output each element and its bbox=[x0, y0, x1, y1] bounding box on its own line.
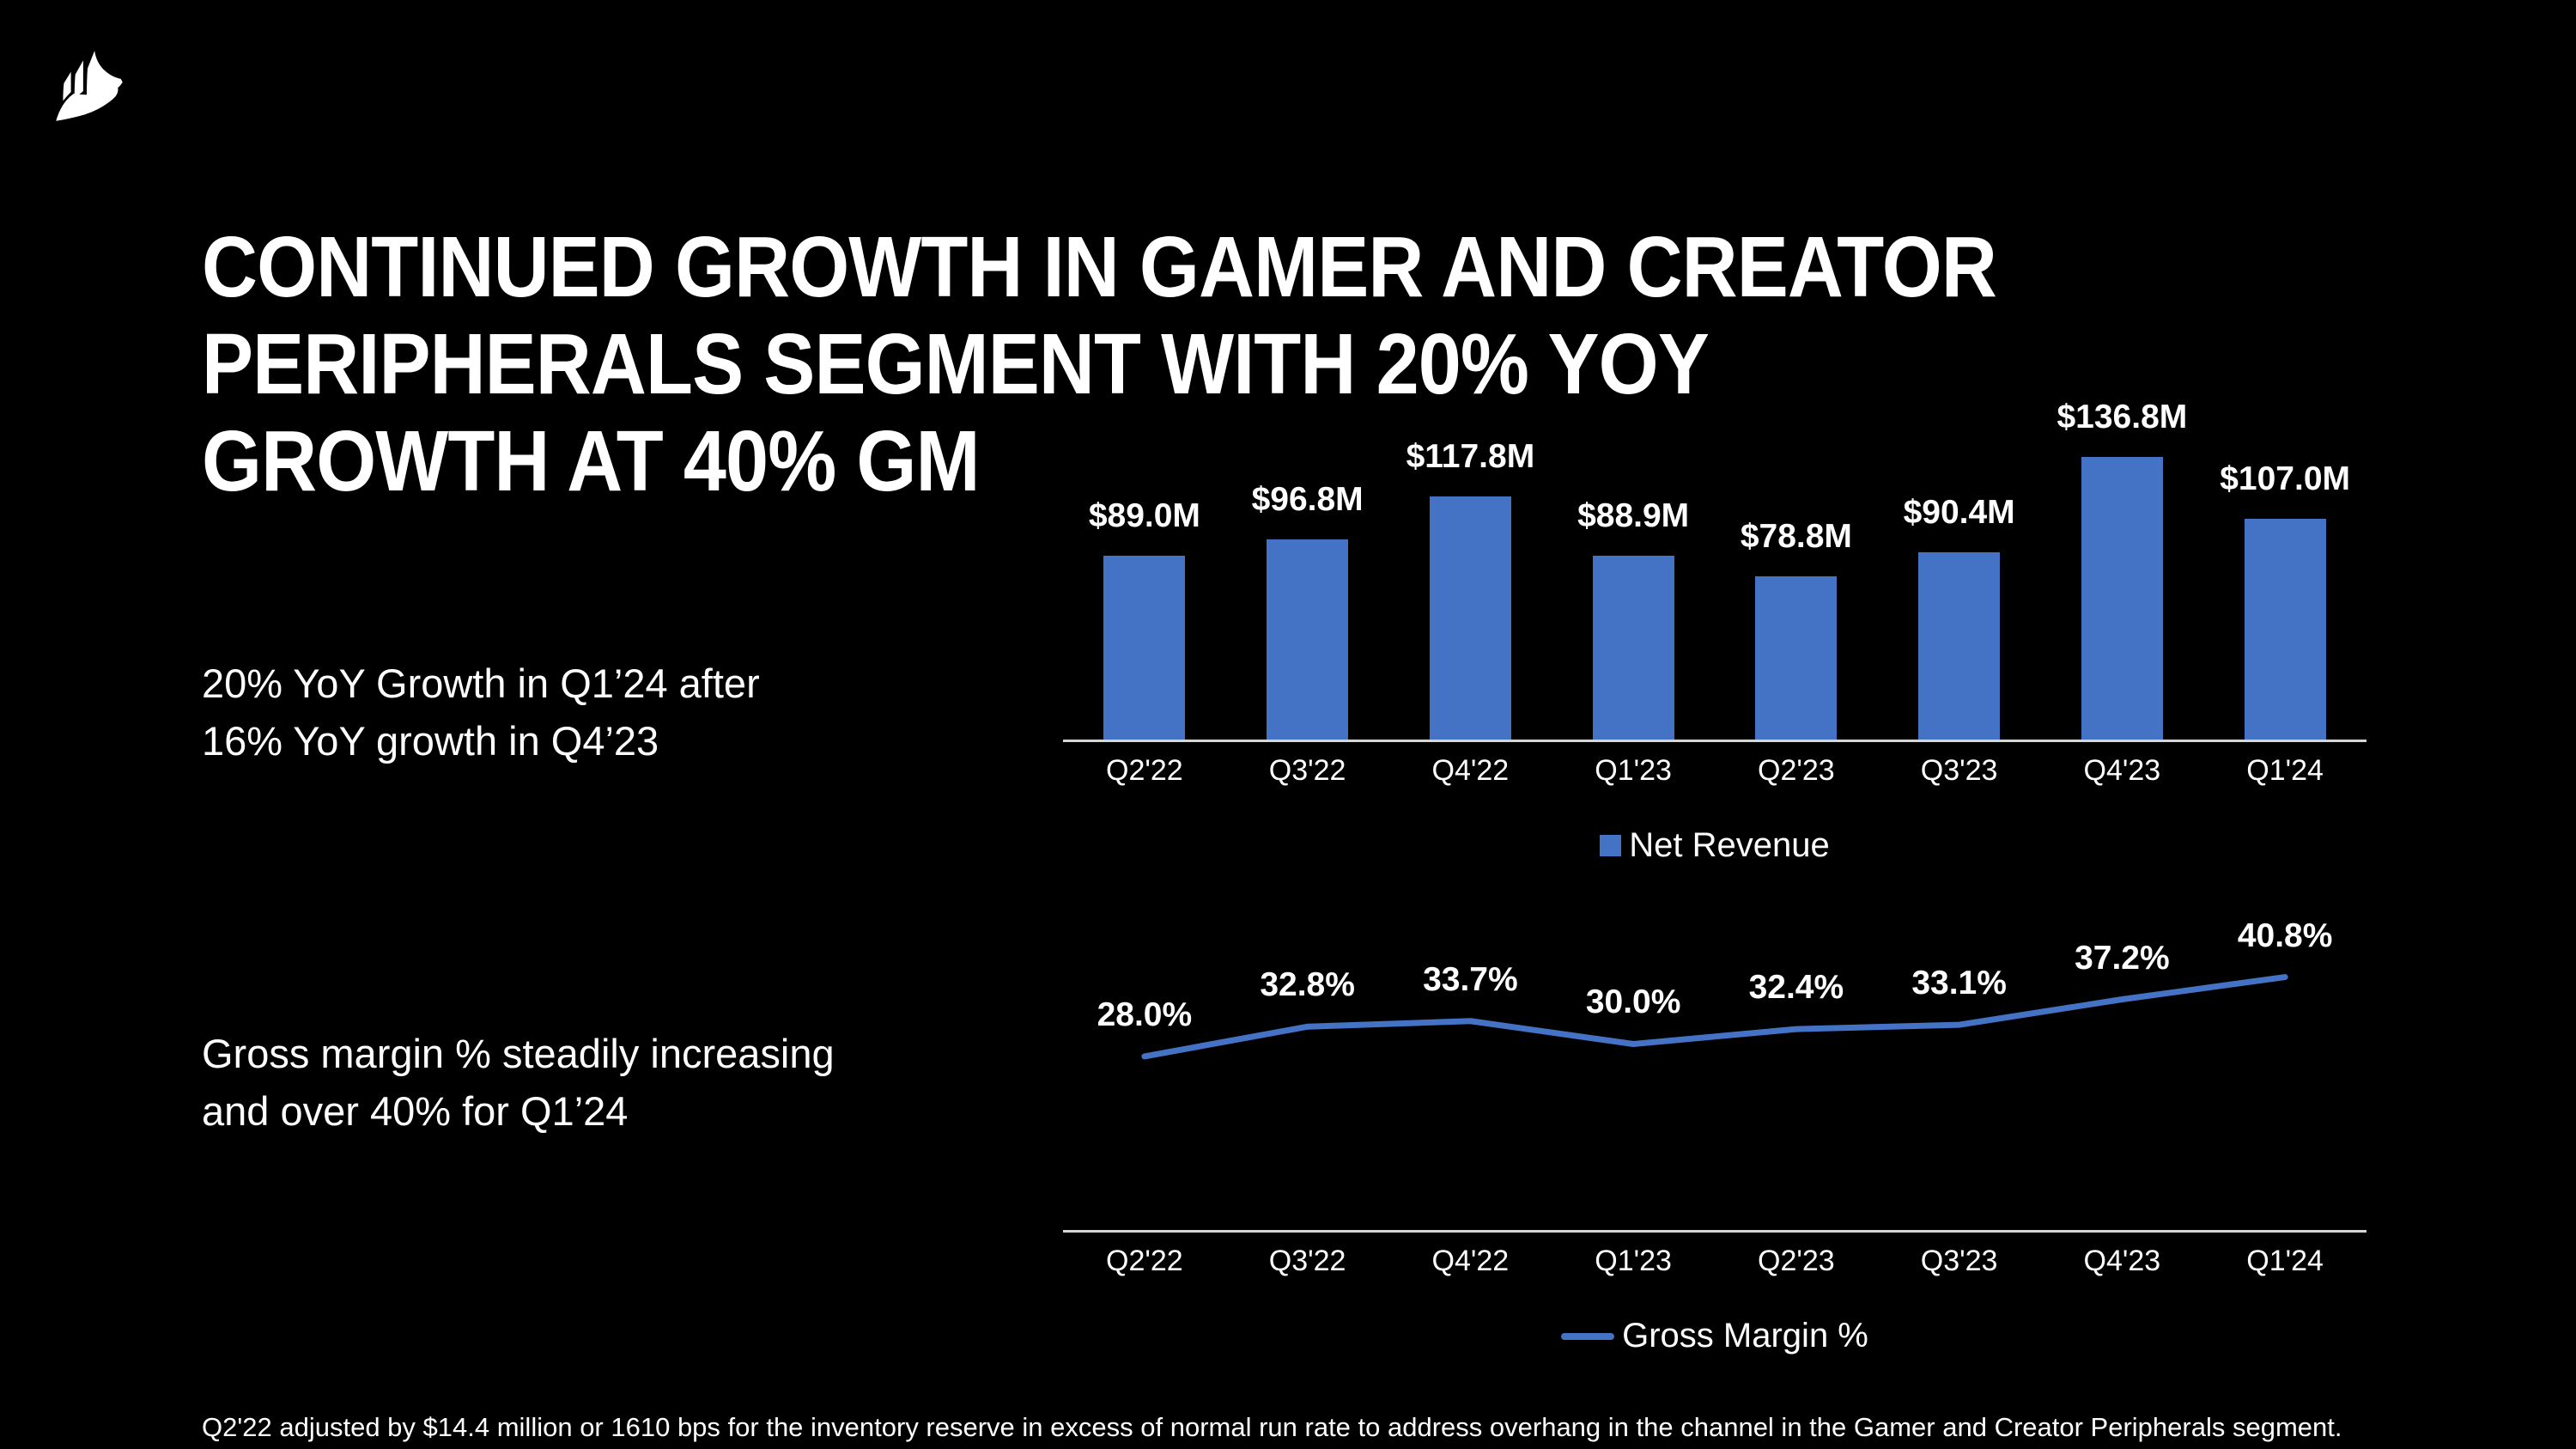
x-axis-label-Q1'24: Q1'24 bbox=[2246, 754, 2324, 787]
line-value-label-Q2'22: 28.0% bbox=[1097, 995, 1193, 1033]
x-axis-label-Q3'22: Q3'22 bbox=[1268, 1245, 1346, 1277]
bar-Q3'22 bbox=[1267, 539, 1349, 740]
line-value-label-Q4'23: 37.2% bbox=[2075, 939, 2170, 977]
x-axis-label-Q3'22: Q3'22 bbox=[1268, 754, 1346, 787]
slide-title: CONTINUED GROWTH IN GAMER AND CREATOR PE… bbox=[202, 219, 2288, 510]
x-axis-label-Q2'23: Q2'23 bbox=[1758, 1245, 1835, 1277]
line-value-label-Q3'23: 33.1% bbox=[1911, 965, 2007, 1002]
bar-value-label-Q4'22: $117.8M bbox=[1406, 437, 1535, 475]
x-axis-label-Q2'23: Q2'23 bbox=[1758, 754, 1835, 787]
line-value-label-Q1'23: 30.0% bbox=[1585, 983, 1681, 1021]
bar-Q2'23 bbox=[1755, 576, 1838, 740]
net-revenue-bar-chart: $89.0M $96.8M $117.8M $88.9M $78.8M $90.4M $13… bbox=[1063, 399, 2366, 885]
x-axis-label-Q2'22: Q2'22 bbox=[1106, 1245, 1183, 1277]
x-axis-label-Q4'22: Q4'22 bbox=[1431, 754, 1510, 787]
net-revenue-legend-square-icon bbox=[1600, 835, 1622, 856]
margin-callout: Gross margin % steadily increasing and o… bbox=[202, 1026, 835, 1140]
slide-title-line-1: CONTINUED GROWTH IN GAMER AND CREATOR bbox=[202, 219, 1997, 315]
line-value-label-Q3'22: 32.8% bbox=[1260, 966, 1355, 1004]
bar-value-label-Q2'23: $78.8M bbox=[1740, 518, 1852, 556]
x-axis-label-Q4'23: Q4'23 bbox=[2083, 754, 2161, 787]
gross-margin-legend-line-icon bbox=[1561, 1332, 1615, 1340]
gross-margin-line-chart: 28.0% 32.8% 33.7% 30.0% 32.4% 33.1% 37.2% 40.8%… bbox=[1063, 917, 2366, 1391]
x-axis-label-Q1'24: Q1'24 bbox=[2246, 1245, 2324, 1277]
net-revenue-plot-area: $89.0M $96.8M $117.8M $88.9M $78.8M $90.4M $13… bbox=[1063, 399, 2366, 740]
x-axis-label-Q1'23: Q1'23 bbox=[1595, 1245, 1672, 1277]
x-axis-label-Q2'22: Q2'22 bbox=[1106, 754, 1183, 787]
bar-value-label-Q1'23: $88.9M bbox=[1577, 497, 1690, 535]
bar-Q4'22 bbox=[1429, 496, 1511, 740]
revenue-callout: 20% YoY Growth in Q1’24 after 16% YoY gr… bbox=[202, 655, 760, 770]
margin-callout-line-1: Gross margin % steadily increasing bbox=[202, 1031, 835, 1076]
bar-Q4'23 bbox=[2081, 456, 2163, 740]
x-axis-label-Q3'23: Q3'23 bbox=[1920, 754, 1998, 787]
net-revenue-legend-label: Net Revenue bbox=[1629, 826, 1830, 864]
corsair-sails-logo-icon bbox=[56, 51, 123, 121]
x-axis-label-Q4'22: Q4'22 bbox=[1431, 1245, 1510, 1277]
revenue-callout-line-1: 20% YoY Growth in Q1’24 after bbox=[202, 661, 760, 706]
footnote: Q2'22 adjusted by $14.4 million or 1610 … bbox=[202, 1412, 2342, 1442]
gross-margin-plot-area: 28.0% 32.8% 33.7% 30.0% 32.4% 33.1% 37.2% 40.8% bbox=[1063, 917, 2366, 1230]
slide-title-line-2: PERIPHERALS SEGMENT WITH 20% YOY bbox=[202, 316, 1710, 412]
line-value-label-Q2'23: 32.4% bbox=[1748, 969, 1844, 1007]
gross-margin-line-series bbox=[1141, 974, 2288, 1060]
x-axis-label-Q4'23: Q4'23 bbox=[2083, 1245, 2161, 1277]
x-axis-label-Q1'23: Q1'23 bbox=[1595, 754, 1672, 787]
bar-Q2'22 bbox=[1103, 555, 1186, 740]
net-revenue-x-axis bbox=[1063, 740, 2366, 742]
bar-value-label-Q3'23: $90.4M bbox=[1903, 494, 2015, 532]
revenue-callout-line-2: 16% YoY growth in Q4’23 bbox=[202, 717, 659, 764]
line-value-label-Q4'22: 33.7% bbox=[1423, 960, 1518, 998]
bar-value-label-Q1'24: $107.0M bbox=[2220, 460, 2351, 497]
line-value-label-Q1'24: 40.8% bbox=[2237, 916, 2333, 954]
gross-margin-legend: Gross Margin % bbox=[1063, 1317, 2366, 1355]
gross-margin-legend-label: Gross Margin % bbox=[1622, 1317, 1868, 1355]
slide-title-line-3: GROWTH AT 40% GM bbox=[202, 413, 980, 509]
x-axis-label-Q3'23: Q3'23 bbox=[1920, 1245, 1998, 1277]
bar-Q1'24 bbox=[2244, 518, 2326, 740]
margin-callout-line-2: and over 40% for Q1’24 bbox=[202, 1087, 629, 1134]
bar-Q1'23 bbox=[1592, 556, 1674, 740]
bar-value-label-Q2'22: $89.0M bbox=[1088, 496, 1200, 534]
gross-margin-x-axis bbox=[1063, 1230, 2366, 1233]
bar-value-label-Q3'22: $96.8M bbox=[1251, 481, 1364, 519]
bar-value-label-Q4'23: $136.8M bbox=[2057, 398, 2188, 435]
bar-Q3'23 bbox=[1918, 552, 2001, 740]
net-revenue-legend: Net Revenue bbox=[1063, 826, 2366, 865]
